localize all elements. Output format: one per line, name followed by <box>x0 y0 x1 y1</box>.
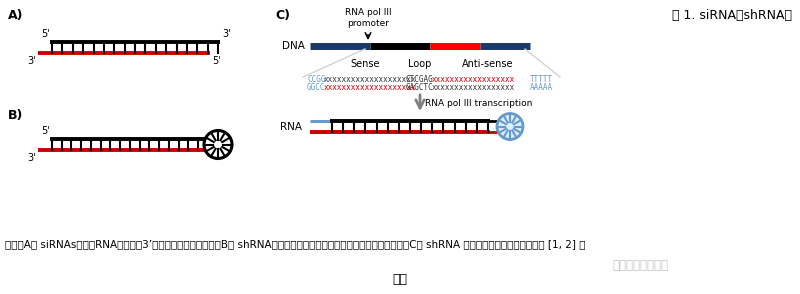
Text: TTTTT: TTTTT <box>530 74 553 83</box>
Circle shape <box>497 113 523 139</box>
Text: 图 1. siRNA和shRNA结: 图 1. siRNA和shRNA结 <box>672 9 792 22</box>
Text: xxxxxxxxxxxxxxxxxx: xxxxxxxxxxxxxxxxxx <box>432 83 515 91</box>
Text: C): C) <box>275 9 290 22</box>
Text: 雪球：公子是渣男: 雪球：公子是渣男 <box>612 259 668 272</box>
Text: xxxxxxxxxxxxxxxxxxxx: xxxxxxxxxxxxxxxxxxxx <box>324 74 417 83</box>
Text: 5': 5' <box>42 29 50 39</box>
Text: 3': 3' <box>27 56 36 66</box>
Text: CCGG: CCGG <box>307 74 326 83</box>
Text: 构。（A） siRNAs是短的RNA双链，在3’端有两个碱基的游离。（B） shRNA由正义链和反义链通过环状序列隔开共同组成。（C） shRNA 构建用于插入: 构。（A） siRNAs是短的RNA双链，在3’端有两个碱基的游离。（B） sh… <box>5 239 586 249</box>
Text: Loop: Loop <box>408 59 432 69</box>
Text: 5': 5' <box>42 126 50 136</box>
Text: B): B) <box>8 109 23 122</box>
Text: RNA pol III
promoter: RNA pol III promoter <box>345 8 391 28</box>
Text: Anti-sense: Anti-sense <box>462 59 514 69</box>
Circle shape <box>204 131 232 158</box>
Text: 5': 5' <box>212 56 221 66</box>
Text: xxxxxxxxxxxxxxxxxxxx: xxxxxxxxxxxxxxxxxxxx <box>324 83 417 91</box>
Text: 3': 3' <box>222 29 230 39</box>
Text: CTCGAG: CTCGAG <box>406 74 434 83</box>
Text: AAAAA: AAAAA <box>530 83 553 91</box>
Text: 背景: 背景 <box>393 273 407 286</box>
Text: GGCC: GGCC <box>307 83 326 91</box>
Text: A): A) <box>8 9 23 22</box>
Text: RNA pol III transcription: RNA pol III transcription <box>425 98 532 108</box>
Text: DNA: DNA <box>282 41 305 51</box>
Text: GAGCTC: GAGCTC <box>406 83 434 91</box>
Text: 3': 3' <box>27 153 36 163</box>
Text: Sense: Sense <box>350 59 380 69</box>
Text: RNA: RNA <box>280 121 302 131</box>
Text: xxxxxxxxxxxxxxxxxx: xxxxxxxxxxxxxxxxxx <box>432 74 515 83</box>
